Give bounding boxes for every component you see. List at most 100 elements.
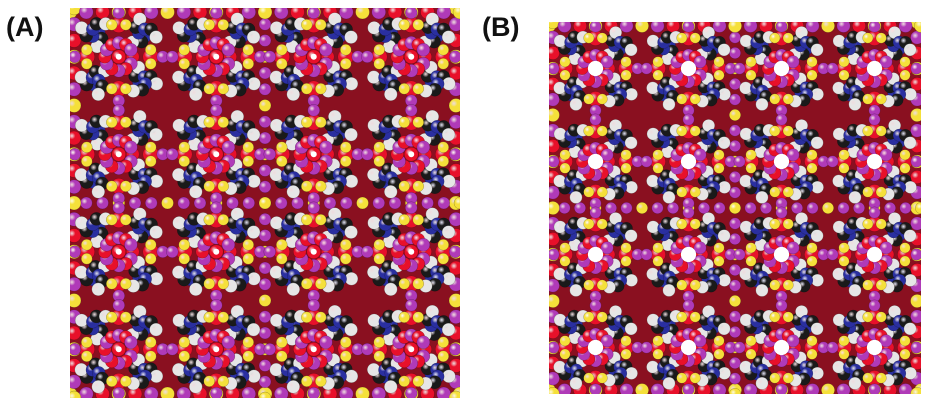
linker-atom bbox=[449, 343, 460, 356]
sulfur-atom bbox=[583, 279, 595, 291]
sulfur-atom bbox=[315, 116, 327, 128]
border-atom bbox=[226, 196, 239, 210]
sulfur-atom bbox=[862, 372, 874, 384]
sulfur-atom bbox=[676, 372, 688, 384]
sulfur-atom bbox=[676, 279, 688, 291]
linker-atom bbox=[775, 22, 788, 33]
sulfur-atom bbox=[652, 255, 664, 267]
ring-atom bbox=[416, 335, 431, 349]
linker-atom bbox=[910, 62, 921, 75]
sulfur-atom bbox=[120, 278, 132, 290]
sulfur-atom bbox=[120, 116, 132, 128]
border-atom bbox=[144, 386, 159, 398]
organic-atom bbox=[662, 97, 676, 111]
organic-atom bbox=[344, 30, 358, 44]
border-atom bbox=[549, 108, 560, 122]
organic-atom bbox=[848, 190, 862, 204]
linker-atom bbox=[826, 341, 839, 354]
border-atom bbox=[729, 47, 741, 59]
border-atom bbox=[421, 196, 434, 210]
sulfur-atom bbox=[120, 83, 132, 95]
organic-atom bbox=[367, 21, 381, 35]
sulfur-atom bbox=[769, 93, 781, 105]
organic-atom bbox=[739, 220, 753, 234]
border-atom bbox=[549, 22, 560, 29]
sulfur-atom bbox=[899, 69, 911, 81]
organic-atom bbox=[246, 322, 261, 337]
sulfur-atom bbox=[178, 44, 190, 56]
border-atom bbox=[821, 383, 835, 394]
linker-atom bbox=[682, 383, 695, 394]
sulfur-atom bbox=[412, 375, 424, 387]
organic-atom bbox=[755, 190, 769, 204]
sulfur-atom bbox=[875, 93, 887, 105]
border-atom bbox=[549, 232, 560, 246]
border-atom bbox=[258, 261, 272, 275]
linker-atom bbox=[405, 104, 418, 117]
border-atom bbox=[821, 22, 835, 33]
sulfur-atom bbox=[145, 44, 157, 56]
border-atom bbox=[323, 196, 337, 210]
border-atom bbox=[549, 294, 560, 308]
border-atom bbox=[437, 196, 450, 210]
sulfur-atom bbox=[81, 350, 93, 362]
border-atom bbox=[70, 374, 82, 389]
organic-atom bbox=[646, 313, 660, 327]
organic-atom bbox=[172, 21, 186, 35]
sulfur-atom bbox=[242, 350, 254, 362]
border-atom bbox=[160, 386, 175, 398]
sulfur-atom bbox=[689, 218, 701, 230]
organic-atom bbox=[739, 34, 753, 48]
empty-pore bbox=[866, 153, 883, 170]
border-atom bbox=[549, 201, 560, 215]
border-atom bbox=[549, 92, 560, 107]
sulfur-atom bbox=[838, 348, 850, 360]
linker-atom bbox=[733, 341, 746, 354]
organic-atom bbox=[189, 282, 203, 297]
border-atom bbox=[258, 294, 272, 307]
border-atom bbox=[70, 228, 82, 243]
border-atom bbox=[144, 8, 159, 20]
sulfur-atom bbox=[583, 372, 595, 384]
linker-atom bbox=[682, 113, 695, 126]
border-atom bbox=[70, 130, 82, 146]
organic-atom bbox=[367, 313, 381, 328]
sulfur-atom bbox=[745, 69, 757, 81]
sulfur-atom bbox=[203, 278, 215, 290]
sulfur-atom bbox=[769, 279, 781, 291]
sulfur-atom bbox=[689, 32, 701, 44]
organic-atom bbox=[384, 185, 398, 199]
organic-atom bbox=[91, 282, 106, 297]
sulfur-atom bbox=[412, 180, 424, 192]
sulfur-atom bbox=[145, 239, 157, 251]
sulfur-atom bbox=[676, 311, 688, 323]
ring-atom bbox=[221, 43, 236, 57]
sulfur-atom bbox=[596, 218, 608, 230]
border-atom bbox=[549, 278, 560, 293]
border-atom bbox=[837, 202, 850, 214]
linker-atom bbox=[307, 299, 320, 312]
sulfur-atom bbox=[676, 32, 688, 44]
sulfur-atom bbox=[242, 239, 254, 251]
border-atom bbox=[145, 196, 158, 210]
sulfur-atom bbox=[373, 58, 385, 70]
border-atom bbox=[712, 383, 727, 394]
sulfur-atom bbox=[596, 186, 608, 198]
linker-atom bbox=[405, 8, 418, 19]
linker-atom bbox=[166, 148, 179, 161]
border-atom bbox=[729, 171, 741, 183]
pore-center bbox=[408, 151, 415, 158]
border-atom bbox=[713, 202, 726, 214]
sulfur-atom bbox=[203, 116, 215, 128]
ring-atom bbox=[319, 43, 333, 57]
border-atom bbox=[80, 196, 93, 210]
sulfur-atom bbox=[583, 186, 595, 198]
sulfur-atom bbox=[315, 180, 327, 192]
border-atom bbox=[619, 22, 634, 33]
sulfur-atom bbox=[875, 125, 887, 137]
border-atom bbox=[258, 164, 272, 177]
border-atom bbox=[258, 131, 272, 145]
sulfur-atom bbox=[769, 311, 781, 323]
linker-atom bbox=[70, 50, 81, 63]
organic-atom bbox=[662, 376, 676, 390]
